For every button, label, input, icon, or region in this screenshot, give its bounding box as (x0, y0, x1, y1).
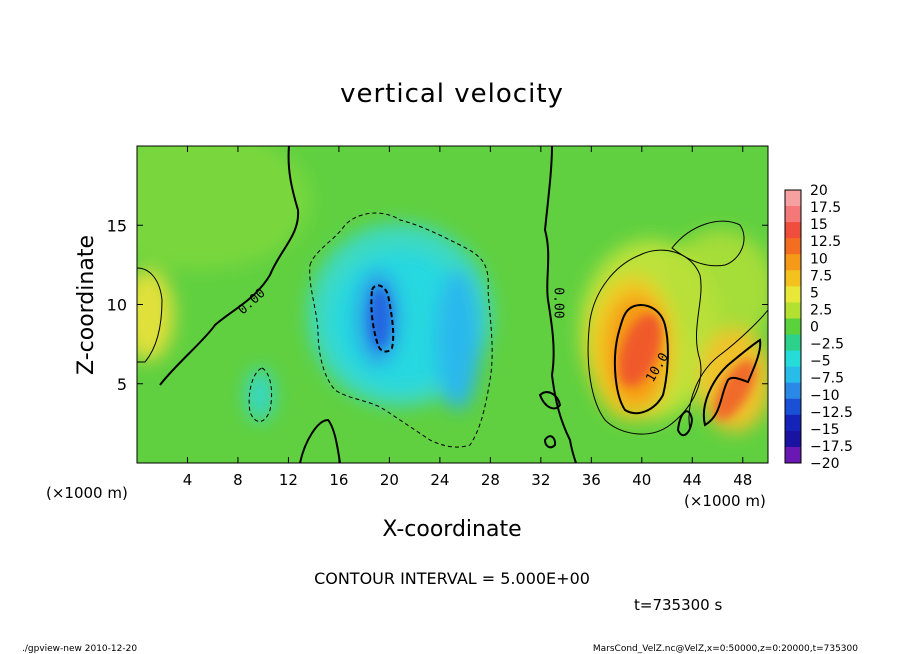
minus10-contour-core (370, 284, 395, 353)
x-tick-label: 28 (481, 471, 500, 489)
colorbar-label: 10 (810, 251, 828, 267)
colorbar-swatch (785, 222, 801, 239)
colorbar-swatch (785, 398, 801, 416)
colorbar-label: −12.5 (810, 405, 853, 421)
zero-contour-left (159, 146, 300, 386)
downdraft-small-left (246, 369, 274, 421)
updraft-secondary-core (714, 359, 756, 421)
colorbar-label: −20 (810, 456, 840, 472)
chart-title: vertical velocity (340, 79, 564, 109)
colorbar-swatch (785, 334, 801, 352)
x-tick-label: 8 (233, 471, 243, 489)
y-tick-label: 15 (107, 216, 127, 235)
x-tick-label: 32 (531, 471, 550, 489)
colorbar-label: −7.5 (810, 371, 844, 387)
colorbar-swatch (785, 190, 801, 207)
x-tick-label: 20 (380, 471, 399, 489)
zero-contour-bottom-3 (543, 435, 557, 449)
x-unit-right: (×1000 m) (684, 492, 766, 510)
colorbar-label: 5 (810, 285, 819, 301)
field-left-edge (137, 269, 174, 361)
contour-interval: CONTOUR INTERVAL = 5.000E+00 (314, 569, 590, 588)
minus5-contour-main (309, 212, 493, 448)
colorbar-swatch (785, 350, 801, 368)
field-upper-left (137, 146, 310, 270)
colorbar-swatch (785, 318, 801, 336)
x-tick-label: 24 (430, 471, 449, 489)
colorbar-label: 12.5 (810, 234, 841, 250)
colorbar-label: 15 (810, 217, 828, 233)
colorbar-label: −10 (810, 388, 840, 404)
colorbar-label: 2.5 (810, 302, 832, 318)
zero-contour-bottom-1 (299, 418, 341, 463)
colorbar-label: 0 (810, 320, 819, 336)
colorbar-label: 17.5 (810, 200, 841, 216)
x-axis-label: X-coordinate (382, 517, 521, 542)
x-tick-label: 12 (279, 471, 298, 489)
colorbar-swatch (785, 206, 801, 223)
minus5-contour-small-left (248, 367, 273, 422)
colorbar-swatch (785, 270, 801, 287)
updraft-core (618, 313, 662, 387)
y-axis-label: Z-coordinate (74, 235, 99, 375)
zero-contour-bottom-2 (538, 391, 562, 410)
x-tick-label: 36 (582, 471, 601, 489)
plus5-contour-secondary (688, 309, 768, 431)
colorbar-swatch (785, 446, 801, 464)
colorbar-frame (784, 189, 802, 464)
x-tick-label: 40 (632, 471, 651, 489)
contour-lines (137, 146, 768, 463)
x-unit-left: (×1000 m) (46, 484, 128, 502)
colorbar-label: −2.5 (810, 337, 844, 353)
colorbar-label: −15 (810, 422, 840, 438)
colorbar-swatch (785, 254, 801, 271)
x-tick-label: 48 (733, 471, 752, 489)
y-tick-label: 5 (117, 375, 127, 394)
colorbar-swatch (785, 366, 801, 384)
colorbar-label: −5 (810, 354, 831, 370)
colorbar-swatch (785, 430, 801, 448)
plus5-contour-updraft (587, 249, 702, 435)
zero-contour-updraft (613, 304, 669, 415)
contour-label: 0.00 (551, 287, 566, 318)
colorbar-label: −17.5 (810, 439, 853, 455)
x-axis-ticks: 4 8 12 16 20 24 28 32 36 40 44 48 (183, 146, 752, 489)
updraft-plume-right (665, 230, 768, 350)
zero-contour-bottom-4 (676, 410, 694, 437)
plus5-contour-left (137, 267, 163, 363)
x-tick-label: 4 (183, 471, 193, 489)
colorbar-swatch (785, 414, 801, 432)
downdraft-lobe-right (436, 270, 480, 410)
x-tick-label: 44 (683, 471, 702, 489)
colorbar-swatch (785, 286, 801, 303)
y-tick-label: 10 (107, 296, 127, 315)
plus5-contour-upper-right (671, 220, 745, 267)
colorbar-label: 7.5 (810, 268, 832, 284)
colorbar-swatch (785, 238, 801, 255)
footer-source: MarsCond_VelZ.nc@VelZ,x=0:50000,z=0:2000… (593, 644, 858, 654)
time-label: t=735300 s (634, 596, 722, 614)
x-tick-label: 16 (329, 471, 348, 489)
colorbar-swatch (785, 382, 801, 400)
zero-contour-middle (543, 146, 577, 463)
footer-program: ./gpview-new 2010-12-20 (22, 644, 137, 654)
zero-contour-secondary (702, 338, 762, 427)
colorbar-label: 20 (810, 183, 828, 199)
y-axis-ticks: 5 10 15 (107, 216, 768, 394)
colorbar-swatch (785, 302, 801, 319)
